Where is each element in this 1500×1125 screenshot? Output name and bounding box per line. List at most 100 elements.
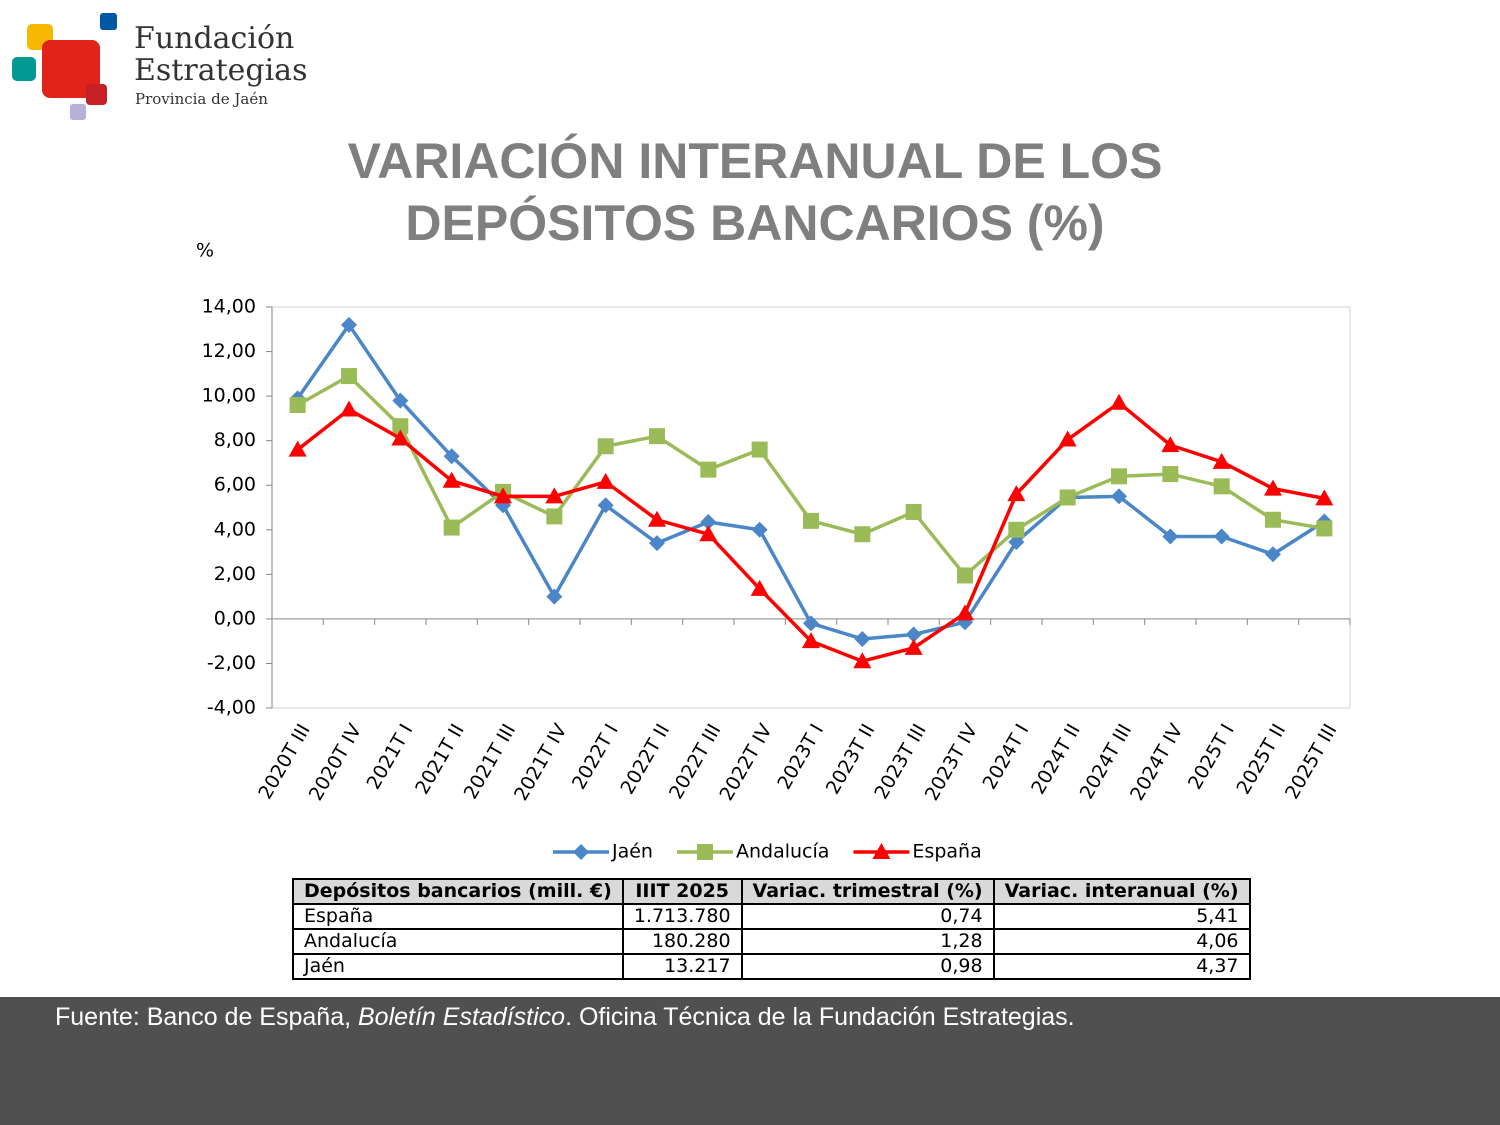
y-tick-label: 4,00 <box>214 518 256 540</box>
table-cell: Depósitos bancarios (mill. €) <box>292 878 624 905</box>
footer: Fuente: Banco de España, Boletín Estadís… <box>0 997 1500 1125</box>
logo-square <box>70 104 86 120</box>
x-tick-label: 2024T IV <box>1126 720 1187 804</box>
logo-square <box>42 40 100 98</box>
marker <box>597 497 614 514</box>
x-tick-label: 2024T I <box>979 720 1034 793</box>
marker <box>905 626 922 643</box>
x-tick-label: 2023T I <box>773 720 828 793</box>
x-tick-label: 2025T II <box>1232 720 1290 798</box>
x-tick-label: 2024T II <box>1027 720 1085 798</box>
marker <box>1059 489 1076 506</box>
table-row: España 1.713.780 0,74 5,41 <box>292 903 1251 930</box>
table-cell: Jaén <box>292 953 624 980</box>
marker <box>443 448 460 465</box>
source-text: Boletín Estadístico <box>358 1003 566 1031</box>
marker <box>699 525 718 542</box>
marker <box>872 843 891 859</box>
marker <box>696 844 713 860</box>
marker <box>1111 488 1127 505</box>
table-cell: 0,74 <box>740 903 995 930</box>
marker <box>443 519 460 536</box>
table-cell: Andalucía <box>292 928 624 955</box>
table-cell: IIIT 2025 <box>621 878 743 905</box>
table-row: Jaén 13.217 0,98 4,37 <box>292 953 1251 980</box>
x-tick-label: 2021T IV <box>510 720 571 804</box>
table-cell: 13.217 <box>621 953 743 980</box>
x-tick-label: 2021T I <box>363 720 418 793</box>
table-cell: 4,37 <box>992 953 1251 980</box>
table-cell: Variac. interanual (%) <box>992 878 1251 905</box>
y-tick-label: 2,00 <box>214 563 256 585</box>
marker <box>700 461 717 478</box>
y-tick-label: 6,00 <box>214 474 256 496</box>
marker <box>546 508 563 525</box>
logo-subtitle: Provincia de Jaén <box>135 90 268 108</box>
x-tick-label: 2023T IV <box>921 720 982 804</box>
x-tick-label: 2022T IV <box>715 720 776 804</box>
marker <box>1008 521 1025 538</box>
marker <box>392 418 409 435</box>
marker <box>596 472 615 489</box>
marker <box>391 429 410 446</box>
marker <box>905 503 922 520</box>
table-cell: 5,41 <box>992 903 1251 930</box>
x-tick-label: 2020T IV <box>305 720 366 804</box>
marker <box>442 471 461 488</box>
x-tick-label: 2021T II <box>411 720 469 798</box>
marker <box>546 588 563 605</box>
logo-name: Estrategias <box>134 53 307 88</box>
table-row: Depósitos bancarios (mill. €) IIIT 2025 Va… <box>292 878 1251 905</box>
x-tick-label: 2022T II <box>616 720 674 798</box>
table-cell: 4,06 <box>992 928 1251 955</box>
y-tick-label: 14,00 <box>202 296 256 318</box>
marker <box>1264 479 1282 496</box>
x-tick-label: 2022T I <box>568 720 623 793</box>
y-tick-label: 10,00 <box>202 385 256 407</box>
marker <box>648 510 666 527</box>
marker <box>1316 520 1333 537</box>
marker <box>750 579 769 596</box>
marker <box>904 638 923 655</box>
marker <box>803 615 819 632</box>
y-tick-label: 8,00 <box>214 429 256 451</box>
logo-square <box>12 57 36 81</box>
table-cell: 1,28 <box>740 928 995 955</box>
table-cell: 0,98 <box>740 953 995 980</box>
legend-label: España <box>912 841 981 863</box>
marker <box>1008 534 1025 551</box>
marker <box>341 316 357 333</box>
marker <box>854 630 871 647</box>
chart: % -4,00 -2,00 0,00 2,00 4,00 6,00 8,00 10,00 12,… <box>196 240 1351 863</box>
table-cell: España <box>292 903 624 930</box>
marker <box>289 397 306 414</box>
table-row: Andalucía 180.280 1,28 4,06 <box>292 928 1251 955</box>
marker <box>1213 478 1230 495</box>
marker <box>802 632 820 649</box>
marker <box>751 441 768 458</box>
marker <box>1161 436 1180 453</box>
marker <box>853 652 872 669</box>
y-tick-label: -2,00 <box>207 652 256 674</box>
marker <box>545 487 564 504</box>
marker <box>751 521 768 538</box>
marker <box>494 487 512 504</box>
marker <box>1265 511 1281 528</box>
marker <box>854 526 871 543</box>
marker <box>597 438 614 455</box>
chart-title: VARIACIÓN INTERANUAL DE LOS DEPÓSITOS BA… <box>347 133 1163 251</box>
marker <box>1315 489 1334 506</box>
source: Fuente: Banco de España, Boletín Estadís… <box>55 1003 1500 1032</box>
logo: Fundación Estrategias Provincia de Jaén <box>12 13 307 120</box>
marker <box>1162 466 1179 483</box>
y-axis-label: % <box>196 240 214 262</box>
x-tick-label: 2025T I <box>1184 720 1239 793</box>
marker <box>803 512 819 529</box>
logo-square <box>86 84 107 105</box>
legend-label: Jaén <box>611 841 653 863</box>
marker <box>1213 528 1230 545</box>
marker <box>957 567 973 584</box>
marker <box>340 400 358 417</box>
marker <box>341 368 357 385</box>
